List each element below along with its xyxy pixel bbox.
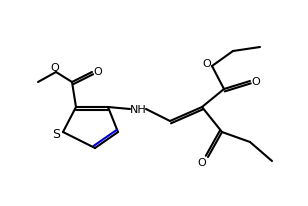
Text: O: O [94, 67, 102, 77]
Text: S: S [52, 128, 60, 141]
Text: O: O [198, 157, 206, 167]
Text: O: O [203, 59, 211, 69]
Text: NH: NH [130, 104, 146, 115]
Text: O: O [51, 63, 59, 73]
Text: O: O [252, 77, 260, 87]
